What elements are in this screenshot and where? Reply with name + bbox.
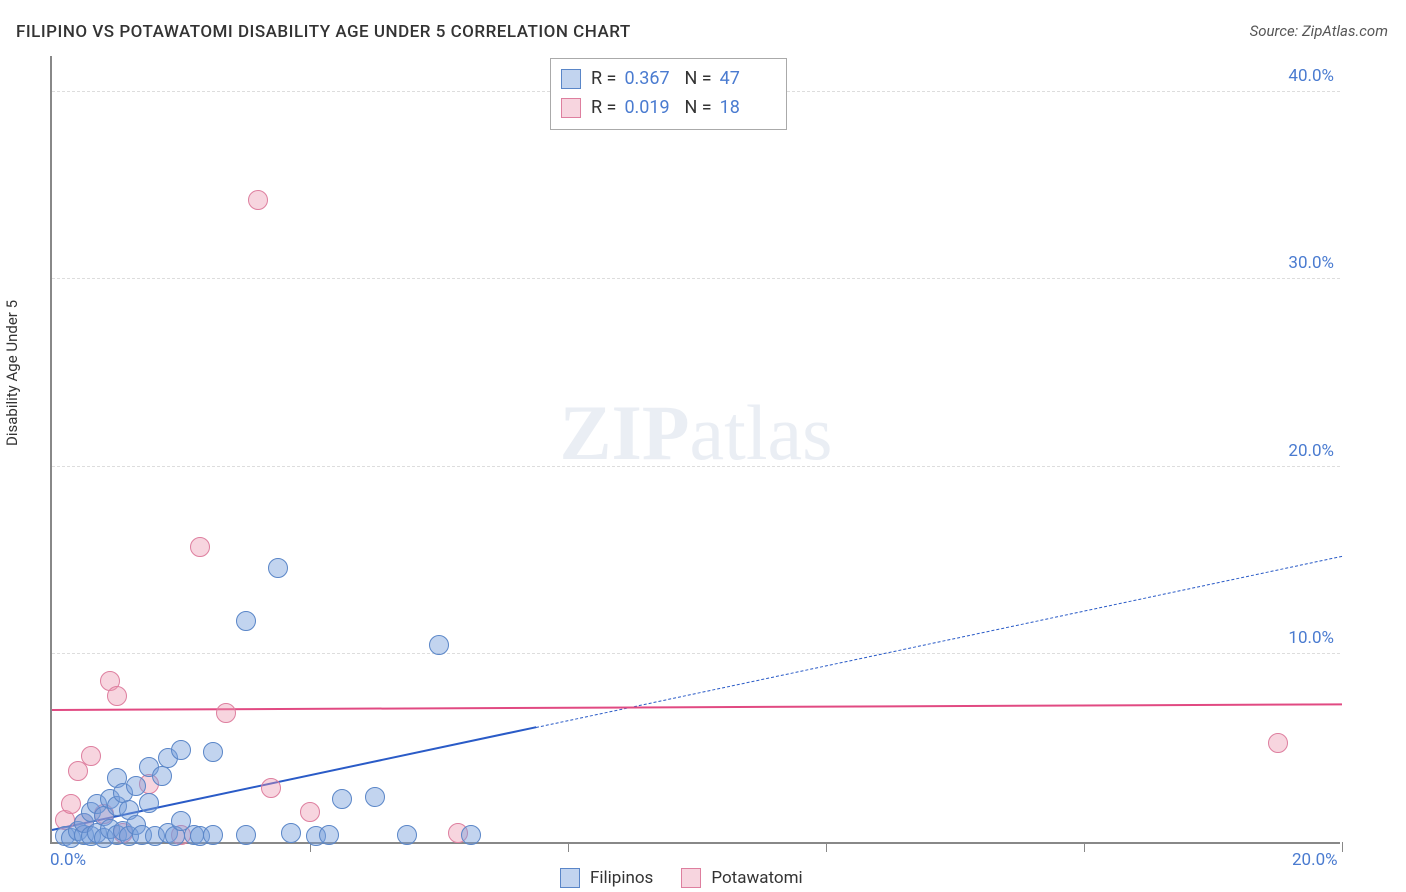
data-point bbox=[139, 793, 159, 813]
source-label: Source: ZipAtlas.com bbox=[1250, 22, 1388, 40]
trend-line bbox=[536, 556, 1342, 728]
gridline bbox=[52, 466, 1340, 467]
data-point bbox=[300, 802, 320, 822]
data-point bbox=[203, 825, 223, 845]
y-axis-title: Disability Age Under 5 bbox=[3, 300, 21, 446]
legend-item-filipinos: Filipinos bbox=[560, 868, 653, 888]
stats-row-b: R = 0.019 N = 18 bbox=[561, 94, 772, 123]
y-tick-label: 40.0% bbox=[1288, 66, 1334, 86]
legend-item-potawatomi: Potawatomi bbox=[681, 868, 802, 888]
data-point bbox=[236, 611, 256, 631]
series-legend: Filipinos Potawatomi bbox=[560, 868, 803, 888]
data-point bbox=[429, 635, 449, 655]
x-tick bbox=[568, 842, 569, 852]
stats-legend: R = 0.367 N = 47 R = 0.019 N = 18 bbox=[550, 58, 787, 130]
data-point bbox=[190, 537, 210, 557]
data-point bbox=[203, 742, 223, 762]
data-point bbox=[152, 766, 172, 786]
data-point bbox=[332, 789, 352, 809]
x-tick-label: 20.0% bbox=[1292, 850, 1338, 870]
x-tick-label: 0.0% bbox=[50, 850, 86, 870]
data-point bbox=[126, 776, 146, 796]
data-point bbox=[268, 558, 288, 578]
data-point bbox=[261, 778, 281, 798]
x-tick bbox=[826, 842, 827, 852]
data-point bbox=[461, 825, 481, 845]
data-point bbox=[319, 825, 339, 845]
data-point bbox=[397, 825, 417, 845]
watermark: ZIPatlas bbox=[560, 388, 833, 478]
y-tick-label: 20.0% bbox=[1288, 441, 1334, 461]
y-tick-label: 10.0% bbox=[1288, 628, 1334, 648]
x-tick bbox=[1084, 842, 1085, 852]
swatch-potawatomi-icon bbox=[561, 98, 581, 118]
data-point bbox=[1268, 733, 1288, 753]
swatch-filipinos-icon bbox=[560, 868, 580, 888]
swatch-potawatomi-icon bbox=[681, 868, 701, 888]
data-point bbox=[107, 686, 127, 706]
x-tick bbox=[1342, 842, 1343, 852]
y-tick-label: 30.0% bbox=[1288, 253, 1334, 273]
data-point bbox=[61, 794, 81, 814]
chart-title: FILIPINO VS POTAWATOMI DISABILITY AGE UN… bbox=[16, 22, 631, 42]
gridline bbox=[52, 653, 1340, 654]
data-point bbox=[365, 787, 385, 807]
data-point bbox=[236, 825, 256, 845]
data-point bbox=[81, 746, 101, 766]
stats-row-a: R = 0.367 N = 47 bbox=[561, 65, 772, 94]
plot-area: ZIPatlas 10.0%20.0%30.0%40.0%0.0%20.0% bbox=[50, 56, 1340, 844]
data-point bbox=[216, 703, 236, 723]
swatch-filipinos-icon bbox=[561, 69, 581, 89]
trend-line bbox=[52, 703, 1342, 711]
data-point bbox=[281, 823, 301, 843]
gridline bbox=[52, 278, 1340, 279]
data-point bbox=[248, 190, 268, 210]
data-point bbox=[171, 740, 191, 760]
